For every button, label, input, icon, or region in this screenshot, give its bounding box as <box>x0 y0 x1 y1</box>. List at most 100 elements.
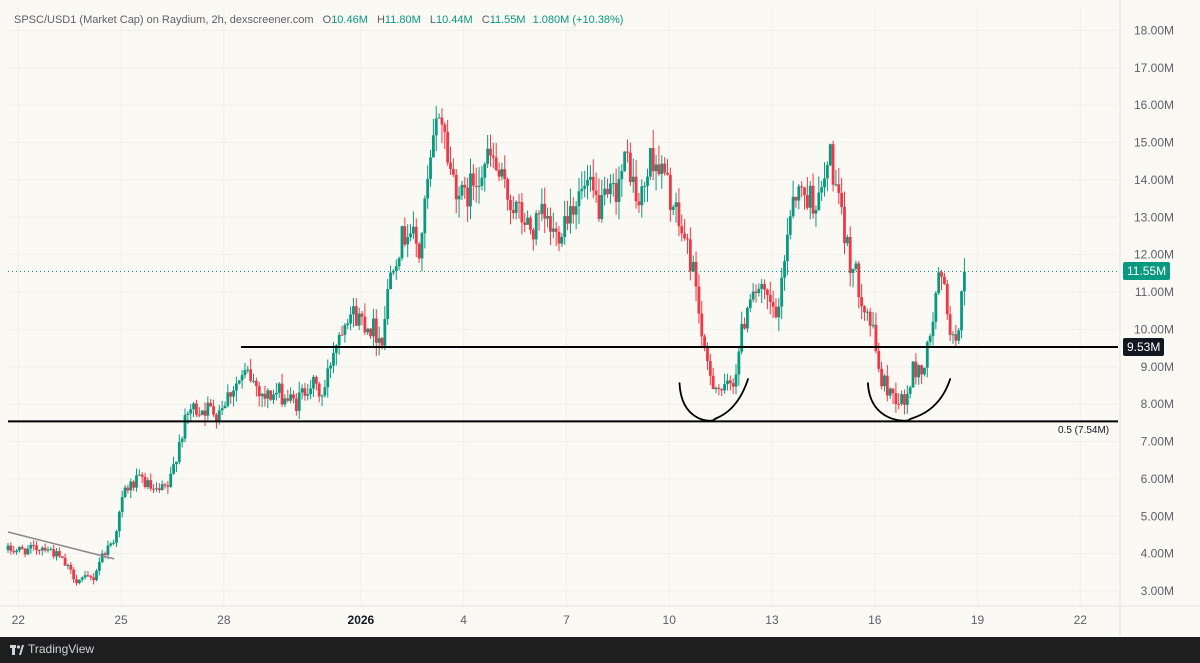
candle-body <box>457 195 461 200</box>
candle-body <box>334 345 338 353</box>
candle-body <box>534 213 538 240</box>
candle-body <box>283 398 287 405</box>
candle-body <box>851 268 855 273</box>
candle-body <box>232 390 235 397</box>
candle-body <box>137 474 141 476</box>
candle-body <box>834 184 838 186</box>
candle-body <box>671 206 675 210</box>
candle-body <box>937 272 941 294</box>
candle-body <box>814 210 818 214</box>
candle-body <box>785 234 789 262</box>
x-tick-label: 4 <box>460 613 467 627</box>
candle-body <box>734 374 738 387</box>
candle-body <box>894 393 898 404</box>
candle-body <box>431 135 435 158</box>
candle-body <box>908 387 912 394</box>
candle-body <box>69 564 73 570</box>
candle-body <box>337 334 341 346</box>
candle-body <box>706 347 709 362</box>
candle-body <box>628 152 632 182</box>
candle-body <box>648 148 652 177</box>
candle-body <box>95 570 98 581</box>
candle-body <box>800 186 804 188</box>
candle-body <box>412 226 415 234</box>
candle-body <box>514 201 518 213</box>
x-tick-label: 10 <box>663 613 677 627</box>
candle-body <box>274 392 278 395</box>
candle-body <box>57 551 61 557</box>
candle-body <box>763 284 766 290</box>
candle-body <box>614 183 618 202</box>
candle-body <box>726 380 729 385</box>
candle-body <box>943 276 946 284</box>
candle-body <box>63 557 67 566</box>
candle-body <box>363 316 367 333</box>
candle-body <box>89 576 93 578</box>
candle-body <box>18 547 21 551</box>
candle-body <box>303 388 307 396</box>
candle-body <box>868 311 872 326</box>
candle-body <box>817 192 821 211</box>
candle-body <box>377 338 381 343</box>
y-tick-label: 3.00M <box>1141 584 1174 598</box>
candle-body <box>38 550 41 552</box>
candle-body <box>189 409 193 414</box>
candle-body <box>506 179 510 200</box>
candle-body <box>323 387 327 396</box>
candle-body <box>123 487 127 498</box>
candle-body <box>831 144 835 185</box>
y-tick-label: 7.00M <box>1141 435 1174 449</box>
x-tick-label: 28 <box>217 613 231 627</box>
candle-body <box>768 294 772 302</box>
candle-body <box>760 284 764 289</box>
drawings <box>7 270 1118 560</box>
candle-body <box>237 380 241 384</box>
candle-body <box>529 217 532 230</box>
candle-body <box>788 216 792 235</box>
candle-body <box>257 386 261 397</box>
candle-body <box>394 266 398 272</box>
candle-body <box>437 117 441 119</box>
candle-body <box>83 575 87 578</box>
candle-body <box>783 261 786 278</box>
candle-body <box>923 367 926 375</box>
candle-body <box>163 484 167 486</box>
candle-body <box>480 177 484 186</box>
candle-body <box>931 321 935 337</box>
candle-body <box>691 261 695 272</box>
candle-body <box>234 383 238 391</box>
candle-body <box>423 198 427 234</box>
candle-body <box>215 414 218 421</box>
candle-body <box>332 352 335 366</box>
y-tick-label: 18.00M <box>1134 23 1174 37</box>
candle-body <box>120 497 124 512</box>
candle-body <box>708 361 712 376</box>
cup-arc <box>678 378 749 422</box>
candle-body <box>254 380 258 387</box>
candle-body <box>180 438 184 443</box>
candle-body <box>940 272 943 277</box>
candle-body <box>369 328 372 337</box>
candle-body <box>132 481 136 488</box>
x-tick-label: 19 <box>971 613 985 627</box>
candle-body <box>666 172 669 175</box>
candle-body <box>155 488 158 490</box>
candle-body <box>697 286 701 314</box>
candle-body <box>420 233 424 259</box>
candle-body <box>731 383 735 387</box>
candle-body <box>406 237 410 245</box>
candle-body <box>711 375 715 390</box>
candle-body <box>109 543 113 546</box>
candle-body <box>805 195 809 208</box>
candle-body <box>546 216 549 219</box>
candle-body <box>603 188 607 195</box>
candle-body <box>643 185 647 187</box>
y-tick-label: 6.00M <box>1141 472 1174 486</box>
candle-body <box>520 202 524 223</box>
candle-body <box>877 351 881 369</box>
close-key: C <box>481 14 490 26</box>
candle-body <box>297 392 301 411</box>
candle-body <box>566 216 569 224</box>
candle-body <box>791 196 795 217</box>
